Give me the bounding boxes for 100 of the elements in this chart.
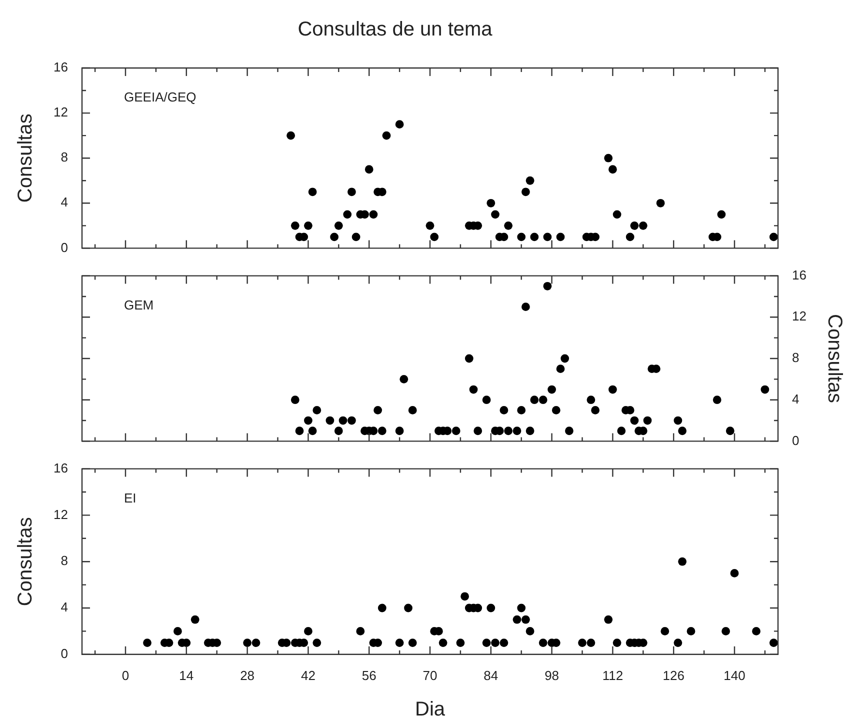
x-tick-label: 70 [422, 668, 438, 683]
annotation: GEM [124, 297, 154, 312]
point [678, 426, 686, 436]
y-tick-label: 8 [60, 553, 68, 568]
point [556, 364, 565, 374]
point [543, 232, 552, 242]
x-axis-title: Dia [414, 698, 446, 721]
point [395, 426, 404, 436]
x-tick-label: 84 [484, 668, 498, 683]
point [334, 426, 343, 436]
y-tick-label: 8 [60, 150, 68, 165]
point [760, 385, 770, 394]
point [608, 165, 617, 174]
point [430, 232, 439, 242]
x-tick-label: 0 [122, 668, 130, 683]
point [382, 131, 391, 140]
point [538, 396, 548, 404]
point [290, 396, 300, 404]
x-tick-label: 112 [602, 668, 624, 683]
point [656, 198, 665, 208]
point [504, 221, 512, 230]
point [560, 354, 570, 363]
point [543, 282, 552, 290]
point [290, 221, 300, 230]
point [630, 221, 639, 230]
point [530, 396, 539, 404]
point [548, 385, 556, 394]
point [591, 406, 600, 414]
point [295, 426, 304, 436]
x-tick-label: 126 [662, 668, 684, 683]
y-tick-label: 16 [54, 60, 68, 75]
point [452, 426, 460, 436]
y2-axis-title: Consultas [823, 314, 846, 403]
point [348, 416, 356, 425]
annotation: GEEIA/GEQ [124, 90, 196, 105]
y-tick-label: 4 [60, 194, 68, 210]
y-tick-label: 16 [54, 460, 68, 476]
point [522, 302, 530, 312]
point [612, 210, 622, 219]
point [769, 232, 778, 242]
point [308, 188, 317, 196]
y-tick-label: 12 [54, 506, 68, 522]
point [604, 154, 613, 162]
point [565, 426, 574, 436]
point [426, 221, 434, 230]
point [530, 232, 539, 242]
point [312, 406, 322, 414]
point [522, 188, 530, 196]
point [378, 426, 386, 436]
y-axis-title: Consultas [14, 517, 37, 606]
point [374, 406, 382, 414]
y2-tick-label: 16 [792, 267, 806, 282]
point [343, 210, 352, 219]
point [338, 416, 348, 425]
point [500, 406, 508, 414]
point [504, 426, 512, 436]
x-tick-label: 98 [544, 668, 560, 683]
point [482, 396, 491, 404]
annotation: EI [124, 490, 136, 506]
point [526, 426, 534, 436]
y2-tick-label: 0 [792, 432, 800, 448]
point [638, 221, 648, 230]
y2-tick-label: 4 [792, 391, 800, 406]
point [304, 221, 312, 230]
point [308, 426, 317, 436]
point [491, 210, 500, 219]
point [717, 210, 726, 219]
point [630, 416, 639, 425]
point [608, 385, 617, 394]
y-tick-label: 4 [60, 600, 68, 615]
point [726, 426, 734, 436]
y-tick-label: 0 [60, 240, 68, 255]
point [712, 396, 722, 404]
point [464, 354, 474, 363]
point [395, 120, 404, 129]
point [517, 232, 526, 242]
point [556, 232, 565, 242]
point [400, 374, 408, 384]
point [408, 406, 417, 414]
point [369, 210, 378, 219]
point [617, 426, 626, 436]
point [326, 416, 334, 425]
y2-tick-label: 8 [792, 350, 800, 366]
point [643, 416, 652, 425]
point [348, 188, 356, 196]
x-tick-label: 42 [300, 668, 316, 683]
point [517, 406, 526, 414]
point [626, 232, 634, 242]
point [304, 416, 312, 425]
x-tick-label: 14 [179, 668, 194, 683]
point [474, 426, 482, 436]
x-tick-label: 56 [362, 668, 376, 683]
y-tick-label: 0 [60, 646, 68, 661]
point [586, 396, 596, 404]
point [552, 406, 560, 414]
x-tick-label: 28 [240, 668, 255, 683]
point [330, 232, 338, 242]
point [486, 198, 496, 208]
point [352, 232, 360, 242]
chart-title: Consultas de un tema [298, 18, 494, 41]
